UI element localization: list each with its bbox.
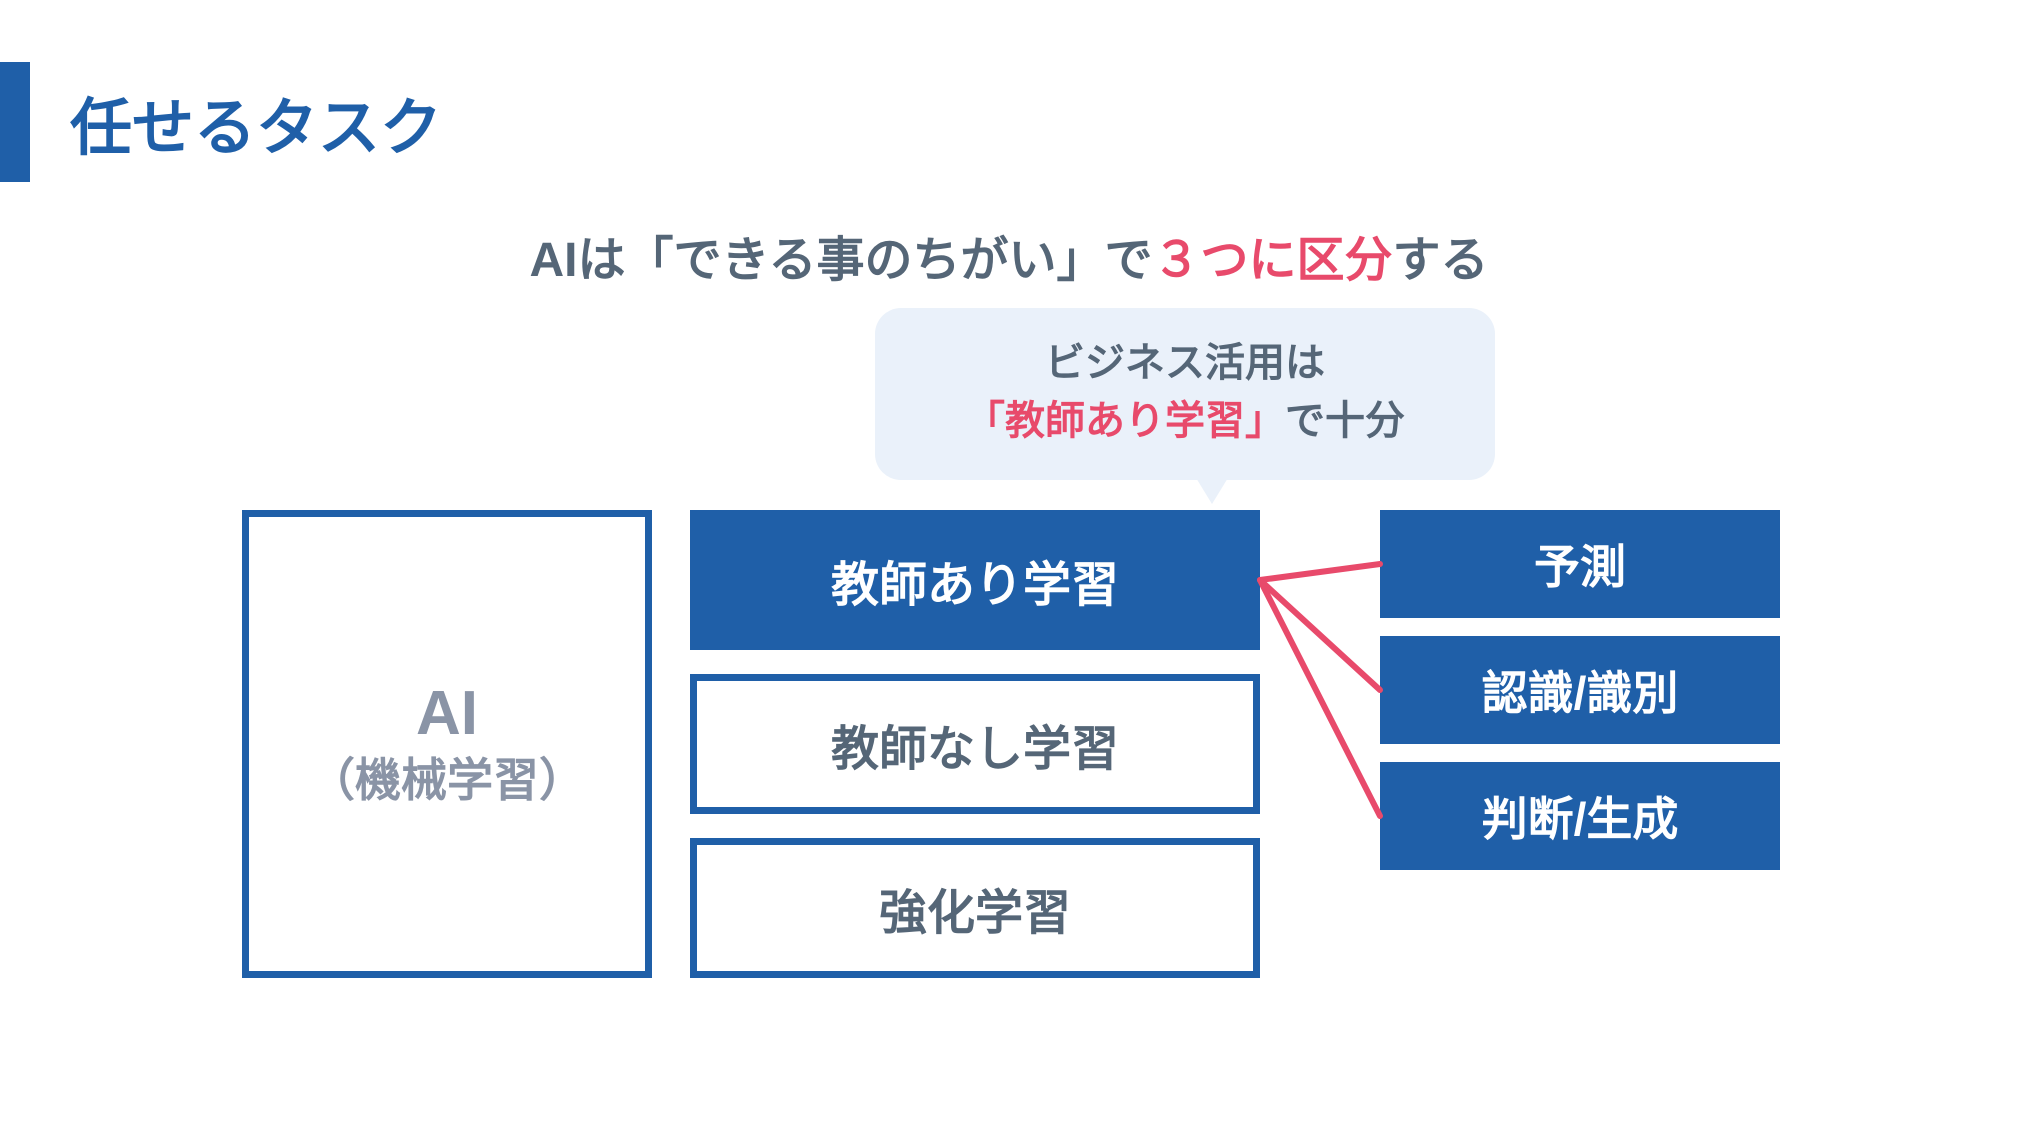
output-box-recognition: 認識/識別 xyxy=(1380,636,1780,744)
callout-tail-text: で十分 xyxy=(1285,399,1405,443)
output-label: 予測 xyxy=(1534,531,1626,597)
learning-box-reinforcement: 強化学習 xyxy=(690,838,1260,978)
callout-line2: 「教師あり学習」で十分 xyxy=(915,392,1455,450)
callout-bubble: ビジネス活用は 「教師あり学習」で十分 xyxy=(875,308,1495,480)
outputs-column: 予測 認識/識別 判断/生成 xyxy=(1380,510,1780,870)
learning-types-column: 教師あり学習 教師なし学習 強化学習 xyxy=(690,510,1260,978)
ai-box-sub: （機械学習） xyxy=(309,751,585,811)
subtitle-part1: AIは「できる事のちがい」で xyxy=(529,234,1152,287)
callout-tail-icon xyxy=(1190,468,1234,504)
title-accent-bar xyxy=(0,62,30,182)
slide-subtitle: AIは「できる事のちがい」で３つに区分する xyxy=(0,220,2018,290)
output-box-judgment: 判断/生成 xyxy=(1380,762,1780,870)
ai-box: AI （機械学習） xyxy=(242,510,652,978)
output-label: 判断/生成 xyxy=(1482,783,1679,849)
learning-box-supervised: 教師あり学習 xyxy=(690,510,1260,650)
subtitle-highlight: ３つに区分 xyxy=(1153,234,1393,287)
subtitle-part2: する xyxy=(1393,234,1489,287)
slide-title: 任せるタスク xyxy=(70,77,442,167)
ai-box-main: AI xyxy=(416,677,478,751)
learning-label: 強化学習 xyxy=(879,873,1071,943)
callout-line1: ビジネス活用は xyxy=(915,334,1455,392)
slide-title-bar: 任せるタスク xyxy=(0,62,442,182)
learning-label: 教師なし学習 xyxy=(831,709,1119,779)
learning-box-unsupervised: 教師なし学習 xyxy=(690,674,1260,814)
output-label: 認識/識別 xyxy=(1482,657,1679,723)
callout-emphasis: 「教師あり学習」 xyxy=(965,399,1285,443)
learning-label: 教師あり学習 xyxy=(831,545,1119,615)
output-box-prediction: 予測 xyxy=(1380,510,1780,618)
